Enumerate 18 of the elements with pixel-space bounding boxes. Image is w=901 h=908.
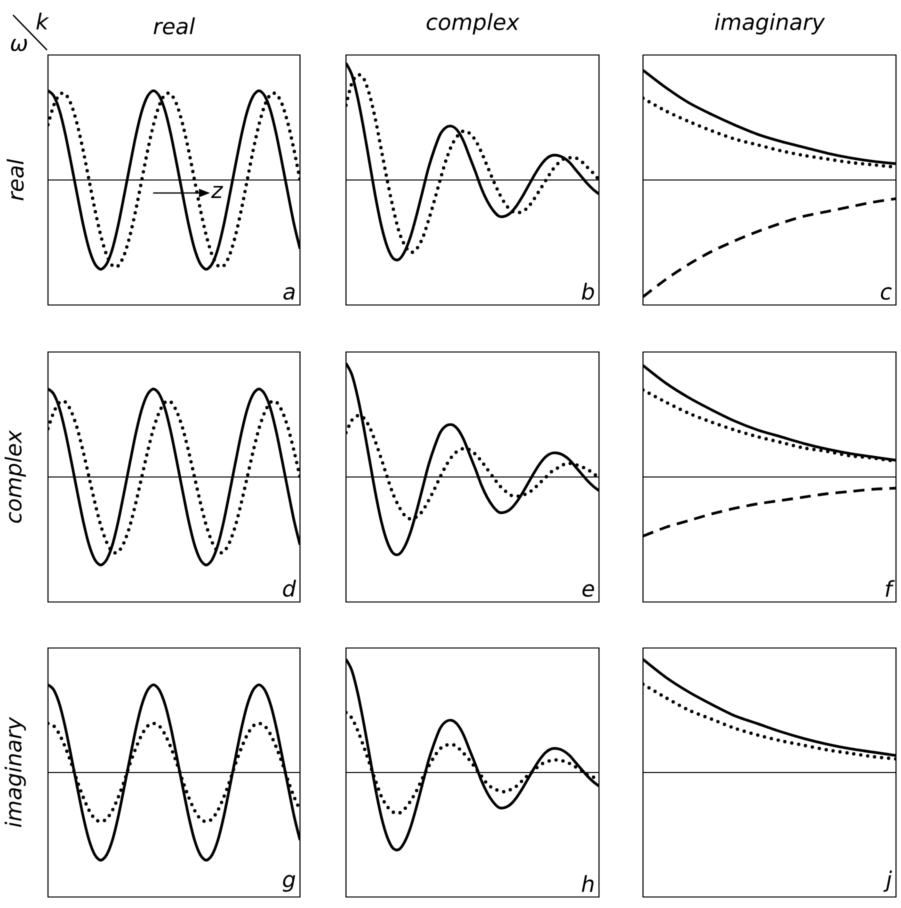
text: e <box>582 584 594 597</box>
y-axis-title: real <box>6 159 24 200</box>
text: a <box>283 287 295 300</box>
chart-title: imaginary <box>714 13 826 34</box>
text: b <box>582 282 594 300</box>
y-axis-title: imaginary <box>4 716 26 828</box>
annotation: c <box>880 287 892 300</box>
text: h <box>582 875 594 892</box>
text: d <box>283 580 296 597</box>
text: k <box>36 12 50 30</box>
chart-title: real <box>154 17 195 34</box>
chart-title: complex <box>426 13 520 34</box>
text: j <box>883 870 892 892</box>
y-axis-title: complex <box>4 430 26 523</box>
annotation: z <box>211 186 224 198</box>
text: g <box>282 874 296 892</box>
text: f <box>886 580 895 597</box>
text: ω <box>11 38 27 52</box>
